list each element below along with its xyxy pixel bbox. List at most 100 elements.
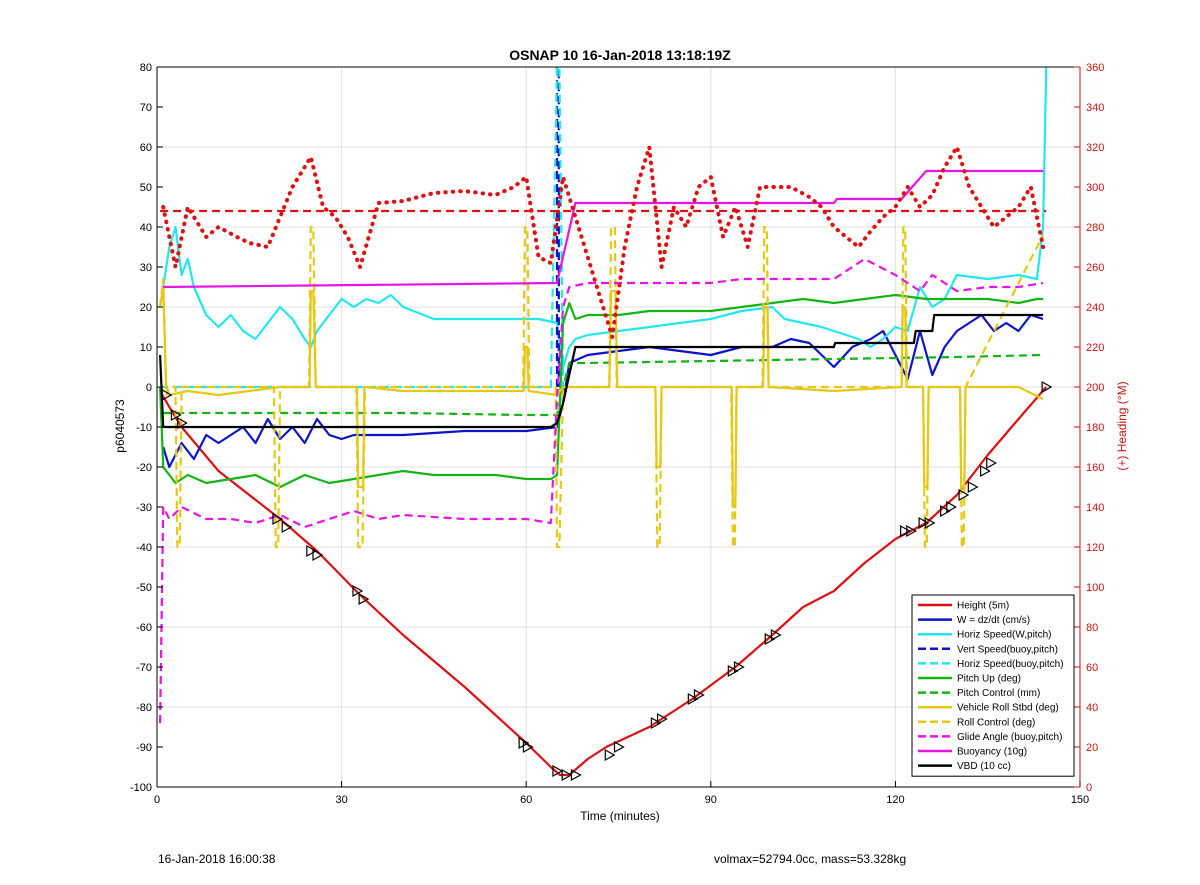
height-marker (693, 688, 705, 702)
height-marker (522, 740, 534, 754)
height-marker (727, 664, 739, 678)
height-marker (967, 480, 979, 494)
x-tick-label: 0 (154, 794, 160, 806)
y-tick-label-left: 70 (140, 102, 152, 114)
legend-label: Pitch Up (deg) (957, 674, 1021, 685)
height-marker (306, 544, 318, 558)
series-line-pitch_control-6 (163, 353, 1044, 417)
legend-label: Vehicle Roll Stbd (deg) (957, 703, 1059, 714)
height-marker (650, 716, 662, 730)
legend-label: Horiz Speed(buoy,pitch) (957, 659, 1064, 670)
y-tick-label-left: 60 (140, 142, 152, 154)
y-tick-label-left: -50 (136, 582, 152, 594)
legend-label: Pitch Control (mm) (957, 688, 1040, 699)
y-tick-label-left: 80 (140, 62, 152, 74)
height-marker (900, 524, 911, 538)
y-tick-label-right: 80 (1086, 622, 1098, 634)
series-line-pitch_up-5 (159, 293, 1044, 489)
legend-label: Glide Angle (buoy,pitch) (957, 732, 1062, 743)
height-marker (687, 692, 699, 706)
y-axis-label-right: (+) Heading (°M) (1115, 381, 1129, 470)
legend-label: Horiz Speed(W,pitch) (957, 630, 1051, 641)
y-tick-label-right: 280 (1086, 222, 1104, 234)
height-marker (924, 516, 936, 530)
y-tick-label-right: 100 (1086, 582, 1104, 594)
legend-label: Vert Speed(buoy,pitch) (957, 644, 1058, 655)
height-marker (946, 500, 958, 514)
y-tick-label-right: 160 (1086, 462, 1104, 474)
height-marker (281, 520, 293, 534)
height-marker (656, 712, 668, 726)
legend-label: W = dz/dt (cm/s) (957, 615, 1030, 626)
height-marker (604, 748, 616, 762)
height-marker (906, 524, 918, 538)
y-tick-label-left: -60 (136, 622, 152, 634)
height-marker (770, 628, 782, 642)
y-tick-label-left: -80 (136, 702, 152, 714)
height-marker (170, 408, 182, 422)
x-tick-label: 60 (520, 794, 532, 806)
y-tick-label-right: 360 (1086, 62, 1104, 74)
height-marker (958, 488, 970, 502)
y-tick-label-left: 10 (140, 342, 152, 354)
y-tick-label-right: 20 (1086, 742, 1098, 754)
height-marker (161, 388, 173, 402)
y-tick-label-left: -20 (136, 462, 152, 474)
series-line-w-1 (162, 313, 1044, 469)
y-tick-label-right: 200 (1086, 382, 1104, 394)
y-axis-label-left: p6040573 (113, 399, 127, 453)
height-marker (764, 632, 776, 646)
height-marker (352, 584, 364, 598)
y-tick-label-left: 40 (140, 222, 152, 234)
y-tick-label-left: 0 (146, 382, 152, 394)
footer-timestamp: 16-Jan-2018 16:00:38 (158, 852, 276, 866)
y-tick-label-left: 50 (140, 182, 152, 194)
x-tick-label: 30 (335, 794, 347, 806)
legend-label: Roll Control (deg) (957, 717, 1035, 728)
legend: Height (5m) W = dz/dt (cm/s) Horiz Speed(W… (911, 594, 1075, 777)
series-line-buoyancy-10 (163, 169, 1044, 289)
height-marker (980, 464, 991, 478)
series-line-roll_control-8 (159, 225, 1045, 549)
series-line-vbd-11 (159, 313, 1044, 429)
height-marker (272, 512, 284, 526)
legend-box (911, 594, 1075, 777)
x-tick-label: 90 (705, 794, 717, 806)
height-marker (358, 592, 370, 606)
height-marker (312, 548, 324, 562)
y-tick-label-right: 240 (1086, 302, 1104, 314)
height-marker (1041, 380, 1053, 394)
series-line-horiz_speed-2 (162, 66, 1048, 369)
y-tick-label-right: 40 (1086, 702, 1098, 714)
x-tick-label: 120 (886, 794, 904, 806)
x-tick-label: 150 (1071, 794, 1089, 806)
y-tick-label-right: 140 (1086, 502, 1104, 514)
series-line-heading-12 (161, 145, 1046, 339)
height-marker (570, 768, 582, 782)
height-marker (177, 416, 188, 430)
y-tick-label-right: 60 (1086, 662, 1098, 674)
footer-info: volmax=52794.0cc, mass=53.328kg (714, 852, 907, 866)
y-tick-label-right: 260 (1086, 262, 1104, 274)
height-marker (613, 740, 625, 754)
axes: 0 30 60 90 120 150-100-90-80-70-60-50-40-30-2… (130, 62, 1104, 806)
y-tick-label-right: 0 (1086, 782, 1092, 794)
y-tick-label-right: 320 (1086, 142, 1104, 154)
y-tick-label-right: 220 (1086, 342, 1104, 354)
chart-title: OSNAP 10 16-Jan-2018 13:18:19Z (509, 47, 731, 63)
y-tick-label-right: 120 (1086, 542, 1104, 554)
y-tick-label-left: -90 (136, 742, 152, 754)
y-tick-label-left: -100 (130, 782, 152, 794)
height-marker (986, 456, 998, 470)
y-tick-label-left: -10 (136, 422, 152, 434)
height-marker (561, 768, 573, 782)
y-tick-label-right: 300 (1086, 182, 1104, 194)
y-tick-label-left: -70 (136, 662, 152, 674)
height-marker (733, 660, 745, 674)
y-tick-label-right: 180 (1086, 422, 1104, 434)
height-marker (918, 516, 930, 530)
height-marker (552, 764, 564, 778)
y-tick-label-left: 30 (140, 262, 152, 274)
y-tick-label-left: -40 (136, 542, 152, 554)
